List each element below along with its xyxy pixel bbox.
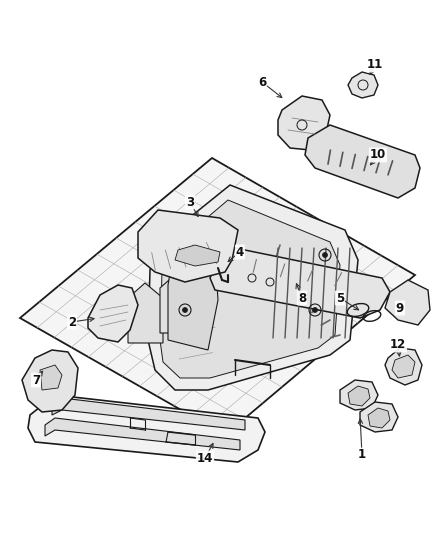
Polygon shape (392, 355, 415, 378)
Polygon shape (360, 402, 398, 432)
Polygon shape (160, 273, 195, 333)
Text: 8: 8 (298, 292, 306, 304)
Text: 4: 4 (236, 246, 244, 259)
Text: 5: 5 (336, 292, 344, 304)
Text: 2: 2 (68, 316, 76, 328)
Text: 6: 6 (258, 76, 266, 88)
Polygon shape (45, 418, 240, 450)
Polygon shape (385, 280, 430, 325)
Polygon shape (305, 125, 420, 198)
Polygon shape (368, 408, 390, 428)
Polygon shape (52, 398, 245, 430)
Polygon shape (28, 395, 265, 462)
Text: 3: 3 (186, 196, 194, 208)
Polygon shape (340, 380, 378, 410)
Polygon shape (278, 96, 330, 150)
Circle shape (192, 253, 198, 257)
Polygon shape (385, 348, 422, 385)
Polygon shape (210, 248, 390, 318)
Polygon shape (348, 72, 378, 98)
Text: 9: 9 (396, 302, 404, 314)
Polygon shape (138, 210, 238, 282)
Polygon shape (160, 200, 340, 378)
Text: 11: 11 (367, 59, 383, 71)
Circle shape (312, 308, 318, 312)
Polygon shape (20, 158, 415, 435)
Text: 12: 12 (390, 338, 406, 351)
Polygon shape (148, 185, 358, 390)
Text: 10: 10 (370, 149, 386, 161)
Polygon shape (128, 283, 163, 343)
Text: 1: 1 (358, 448, 366, 462)
Polygon shape (88, 285, 138, 342)
Polygon shape (22, 350, 78, 412)
Polygon shape (40, 365, 62, 390)
Polygon shape (168, 245, 218, 350)
Text: 7: 7 (32, 374, 40, 386)
Circle shape (322, 253, 328, 257)
Text: 14: 14 (197, 451, 213, 464)
Polygon shape (348, 386, 370, 406)
Polygon shape (175, 245, 220, 266)
Circle shape (183, 308, 187, 312)
